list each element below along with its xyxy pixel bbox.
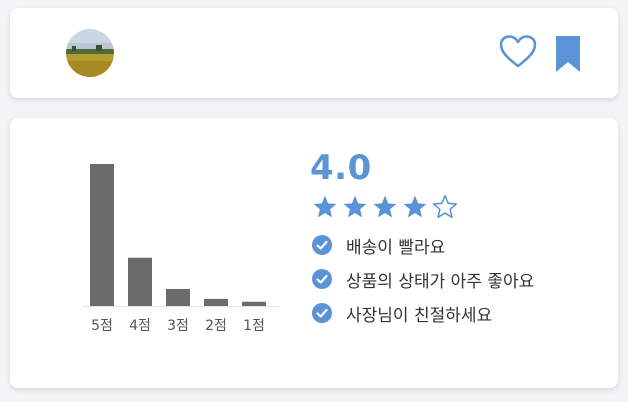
chart-bar (204, 298, 228, 306)
chart-bar (90, 164, 114, 306)
favorite-button[interactable] (498, 34, 538, 70)
heart-icon (499, 35, 537, 68)
average-score: 4.0 (310, 148, 372, 188)
star-filled-icon (372, 194, 398, 220)
feedback-list: 배송이 빨라요 상품의 상태가 아주 좋아요 사장님이 친절하세요 (312, 228, 534, 330)
star-filled-icon (402, 194, 428, 220)
list-item: 배송이 빨라요 (312, 228, 534, 262)
check-circle-icon (312, 235, 332, 255)
star-rating (312, 194, 458, 220)
avatar[interactable] (66, 29, 114, 77)
chart-tick-label: 5점 (91, 318, 113, 334)
star-filled-icon (312, 194, 338, 220)
list-item: 사장님이 친절하세요 (312, 296, 534, 330)
star-filled-icon (342, 194, 368, 220)
feedback-text: 상품의 상태가 아주 좋아요 (346, 271, 535, 292)
chart-tick-label: 4점 (129, 318, 151, 334)
review-summary-card: 5점 4점 3점 2점 1점 4.0 배송이 빨라요 상품의 상태가 아주 좋아요 사장… (10, 118, 618, 388)
check-circle-icon (312, 303, 332, 323)
avatar-image (66, 29, 114, 77)
star-outline-icon (432, 194, 458, 220)
check-circle-icon (312, 269, 332, 289)
chart-bar (128, 257, 152, 306)
chart-bar (242, 301, 266, 306)
feedback-text: 사장님이 친절하세요 (346, 305, 493, 326)
chart-tick-label: 1점 (243, 318, 265, 334)
profile-header-card (10, 8, 618, 98)
bookmark-icon (556, 36, 580, 72)
chart-tick-label: 3점 (167, 318, 189, 334)
feedback-text: 배송이 빨라요 (346, 237, 446, 258)
chart-bar (166, 288, 190, 306)
rating-distribution-chart: 5점 4점 3점 2점 1점 (82, 164, 280, 334)
chart-tick-label: 2점 (205, 318, 227, 334)
list-item: 상품의 상태가 아주 좋아요 (312, 262, 534, 296)
bookmark-button[interactable] (552, 34, 584, 74)
